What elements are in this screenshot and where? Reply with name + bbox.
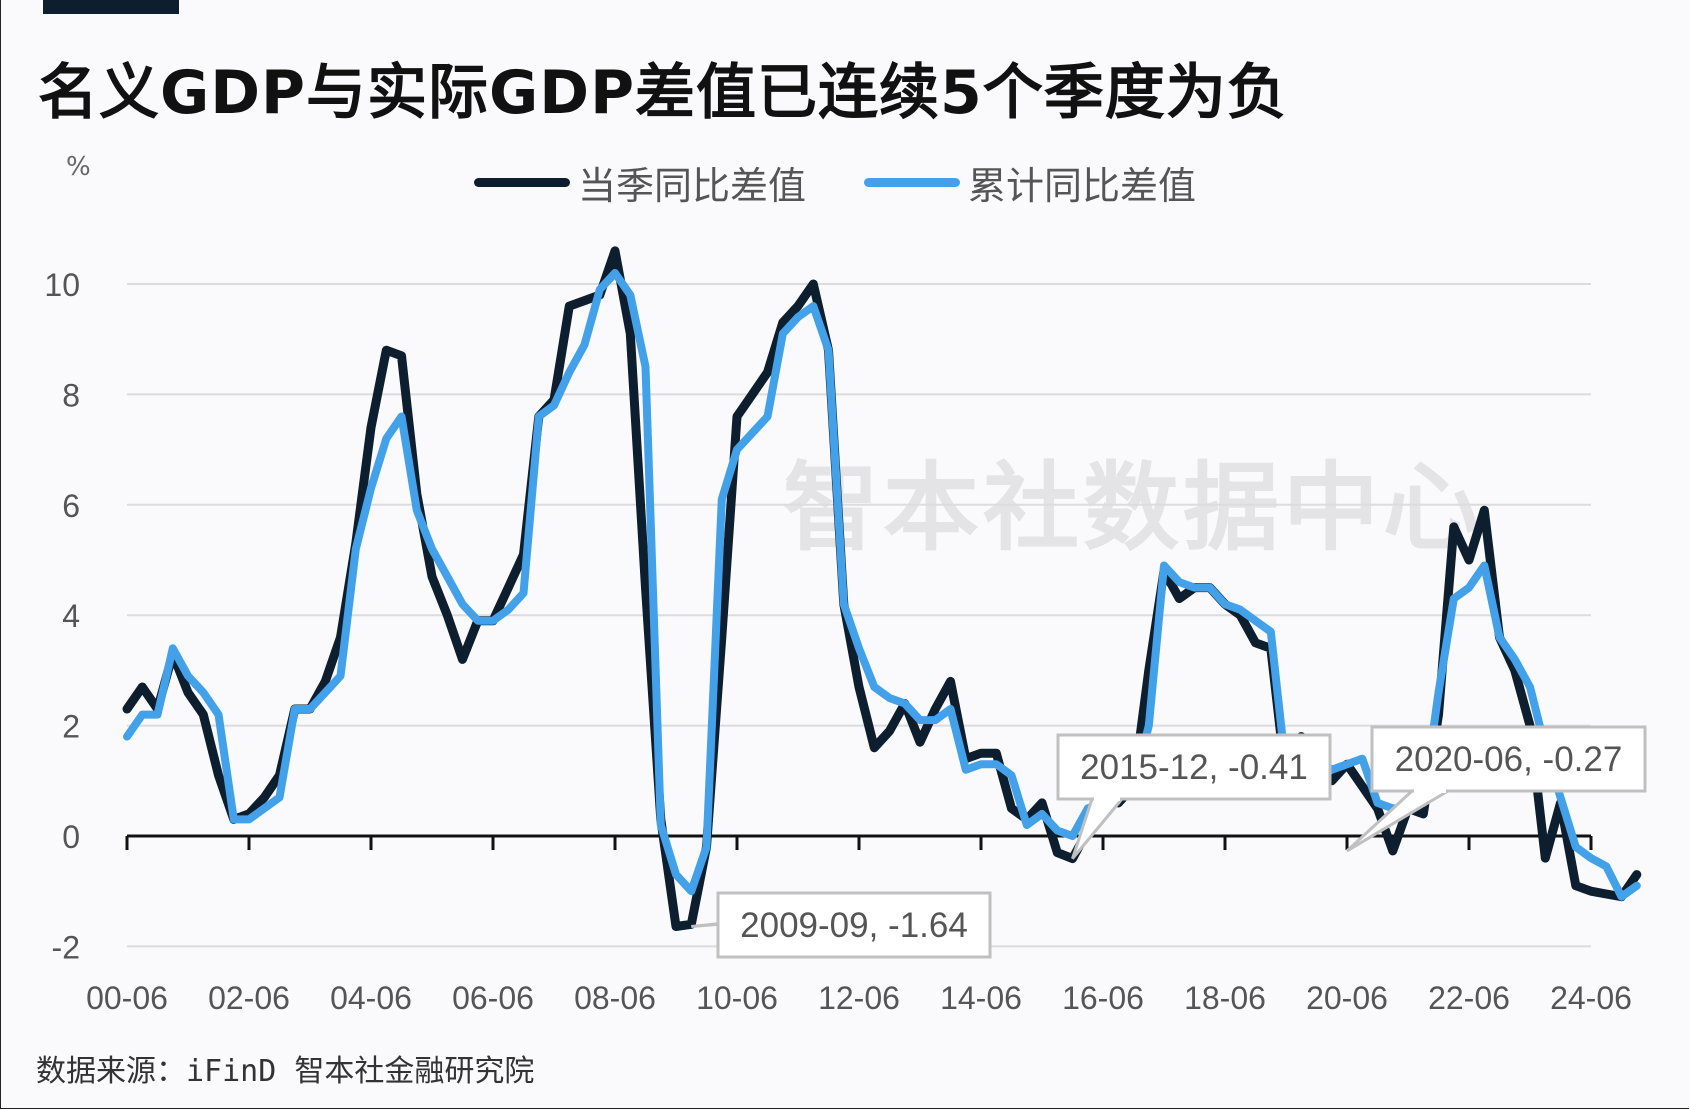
legend: 当季同比差值 累计同比差值 [474,155,1254,210]
y-tick-label: 2 [62,709,80,745]
source-note: 数据来源：iFinD 智本社金融研究院 [36,1054,535,1089]
legend-item-cumulative: 累计同比差值 [864,155,1196,210]
x-tick-label: 12-06 [818,980,900,1016]
legend-swatch-quarterly [474,178,570,187]
annotations: 2009-09, -1.64 2015-12, -0.41 2020-06, -0.… [691,725,1647,959]
annotation-box [716,891,992,959]
x-tick-label: 10-06 [696,980,778,1016]
y-tick-label: 0 [62,819,80,855]
y-axis-labels: -2 0 2 4 6 8 10 [44,267,80,965]
y-tick-label: 6 [62,488,80,524]
x-axis-labels: 00-06 02-06 04-06 06-06 08-06 10-06 12-06 14-06… [86,980,1632,1016]
y-axis-unit: % [66,152,91,182]
x-tick-label: 18-06 [1184,980,1266,1016]
y-tick-label: -2 [52,929,80,965]
x-tick-label: 02-06 [208,980,290,1016]
series-lines [122,246,1642,931]
annotation-label: 2015-12, -0.41 [1080,748,1308,787]
legend-item-quarterly: 当季同比差值 [474,155,806,210]
x-tick-label: 20-06 [1306,980,1388,1016]
legend-label: 累计同比差值 [968,164,1197,208]
legend-swatch-cumulative [864,178,961,187]
series-cumulative-line [123,269,1641,901]
annotation-box [1370,725,1647,793]
x-tick-label: 16-06 [1062,980,1144,1016]
x-tick-label: 08-06 [574,980,656,1016]
y-tick-label: 8 [62,377,80,413]
legend-label: 当季同比差值 [578,164,807,208]
annotation-box [1056,733,1332,801]
x-axis [125,834,1593,850]
title-accent-bar [43,0,179,14]
annotation-label: 2020-06, -0.27 [1395,740,1623,779]
x-tick-label: 00-06 [86,980,168,1016]
y-tick-label: 4 [62,598,80,634]
x-tick-label: 06-06 [452,980,534,1016]
annotation-label: 2009-09, -1.64 [740,906,968,945]
x-tick-label: 22-06 [1428,980,1510,1016]
x-tick-label: 04-06 [330,980,412,1016]
y-tick-label: 10 [44,267,80,303]
chart-title: 名义GDP与实际GDP差值已连续5个季度为负 [38,58,1288,128]
x-tick-label: 24-06 [1550,980,1632,1016]
gridlines [127,283,1591,948]
x-tick-label: 14-06 [940,980,1022,1016]
